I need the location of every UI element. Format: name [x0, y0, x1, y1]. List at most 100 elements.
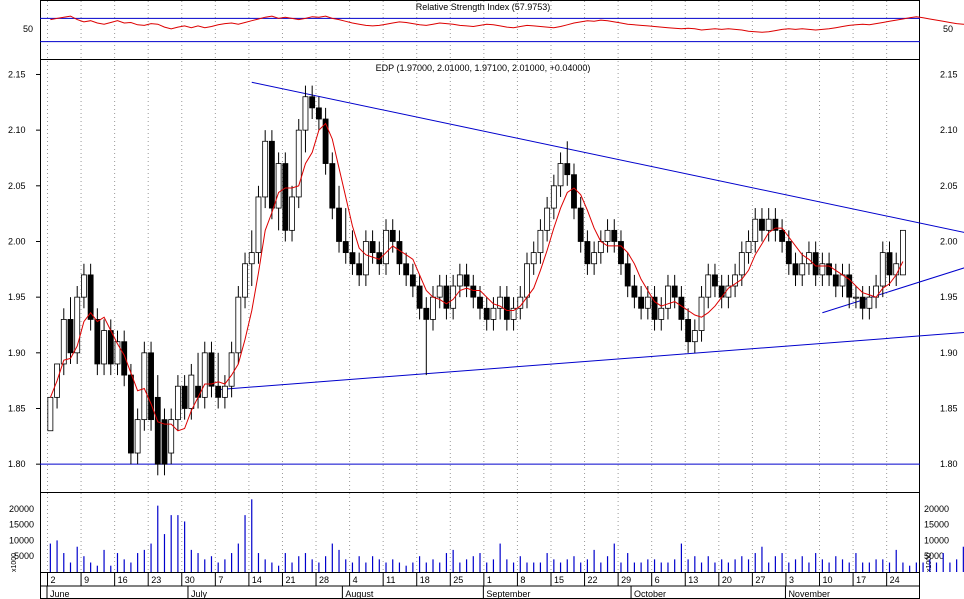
candle-body-108 [772, 218, 779, 231]
candle-body-33 [268, 140, 275, 209]
candle-122 [866, 286, 873, 320]
moving-average-line [49, 122, 904, 432]
volume-layer [49, 499, 964, 572]
candle-body-90 [651, 296, 658, 320]
price-tick-right-7: 1.80 [940, 459, 958, 469]
candle-45 [349, 230, 356, 275]
candle-body-120 [853, 296, 859, 299]
day-tick-label-18: 6 [655, 575, 660, 585]
candle-body-10 [114, 341, 121, 365]
candle-body-6 [87, 274, 94, 320]
candle-121 [859, 286, 866, 320]
candle-body-52 [396, 241, 403, 265]
candle-body-37 [295, 129, 302, 198]
candle-body-119 [846, 274, 853, 298]
price-tick-left-1: 2.10 [8, 125, 26, 135]
day-tick-label-0: 2 [51, 575, 56, 585]
day-tick-label-13: 1 [487, 575, 492, 585]
candle-38 [302, 85, 309, 153]
candle-body-55 [416, 285, 423, 309]
candle-body-51 [389, 229, 396, 242]
price-title: EDP (1.97000, 2.01000, 1.97100, 2.01000,… [376, 63, 591, 73]
candle-body-26 [221, 385, 228, 398]
candle-120 [853, 286, 859, 309]
candle-51 [389, 219, 396, 253]
rsi-panel-frame [40, 0, 920, 60]
candle-97 [698, 286, 705, 342]
price-tick-left-6: 1.85 [8, 403, 26, 413]
candle-125 [886, 241, 893, 287]
candle-body-8 [101, 330, 107, 365]
day-tick-label-10: 11 [386, 575, 395, 585]
candle-body-125 [886, 252, 893, 276]
candle-23 [201, 341, 208, 409]
candle-76 [557, 152, 564, 197]
candle-body-39 [309, 96, 316, 109]
day-tick-label-3: 23 [151, 575, 161, 585]
candle-112 [799, 252, 806, 287]
trendline-0 [251, 81, 964, 233]
candle-body-80 [584, 241, 591, 265]
candle-body-19 [174, 385, 181, 421]
candle-63 [470, 274, 477, 309]
volume-tick-right-3: 5000 [924, 551, 944, 561]
price-axis-ticks: 2.15 2.15 2.10 2.10 2.05 2.05 2.00 2.00 1.95 1.95… [8, 69, 958, 469]
candle-body-47 [362, 241, 369, 276]
candle-104 [745, 230, 752, 264]
day-tick-label-5: 7 [218, 575, 223, 585]
candle-98 [705, 263, 712, 309]
day-tick-label-4: 30 [185, 575, 195, 585]
candle-body-46 [356, 263, 363, 276]
price-tick-left-2: 2.05 [8, 181, 26, 191]
day-tick-label-2: 16 [118, 575, 128, 585]
candle-body-77 [564, 163, 571, 176]
volume-unit-label-left: x1000 [11, 553, 18, 572]
candle-body-45 [349, 252, 356, 265]
candle-50 [383, 219, 389, 275]
candle-body-66 [490, 307, 497, 320]
candle-66 [490, 297, 497, 331]
candle-body-109 [779, 229, 786, 242]
candle-117 [832, 263, 839, 298]
candle-69 [510, 297, 517, 331]
candle-body-4 [74, 296, 81, 354]
candle-35 [282, 152, 289, 242]
candle-31 [255, 185, 262, 264]
candle-46 [356, 252, 363, 287]
candle-body-53 [403, 263, 410, 276]
price-panel-frame [40, 59, 920, 493]
candle-body-31 [255, 196, 262, 254]
candle-body-42 [329, 163, 336, 209]
candle-body-88 [638, 296, 645, 309]
day-tick-label-23: 10 [823, 575, 833, 585]
candle-body-83 [604, 229, 611, 242]
price-layer [40, 81, 964, 476]
candle-body-76 [557, 163, 564, 187]
candle-111 [792, 252, 799, 287]
candle-55 [416, 274, 423, 320]
candle-16 [154, 375, 161, 476]
price-tick-right-3: 2.00 [940, 236, 958, 246]
candle-body-95 [685, 319, 692, 343]
candle-34 [275, 152, 282, 231]
candle-body-0 [47, 396, 54, 432]
candle-54 [409, 263, 416, 298]
candle-body-75 [550, 185, 557, 209]
candle-body-27 [228, 352, 235, 387]
day-tick-label-22: 3 [789, 575, 794, 585]
candle-body-106 [759, 218, 765, 231]
rsi-line [50, 15, 964, 33]
candle-108 [772, 208, 779, 242]
candle-body-69 [510, 307, 517, 320]
candle-body-115 [819, 263, 826, 276]
candle-body-107 [765, 218, 772, 231]
day-tick-label-15: 15 [554, 575, 564, 585]
candle-body-15 [148, 352, 154, 421]
candle-body-11 [121, 341, 128, 376]
price-tick-left-5: 1.90 [8, 348, 26, 358]
volume-tick-left-0: 20000 [9, 504, 34, 514]
candle-59 [443, 274, 450, 320]
candle-body-117 [832, 274, 839, 287]
candle-67 [497, 286, 504, 320]
candle-body-85 [618, 241, 624, 265]
